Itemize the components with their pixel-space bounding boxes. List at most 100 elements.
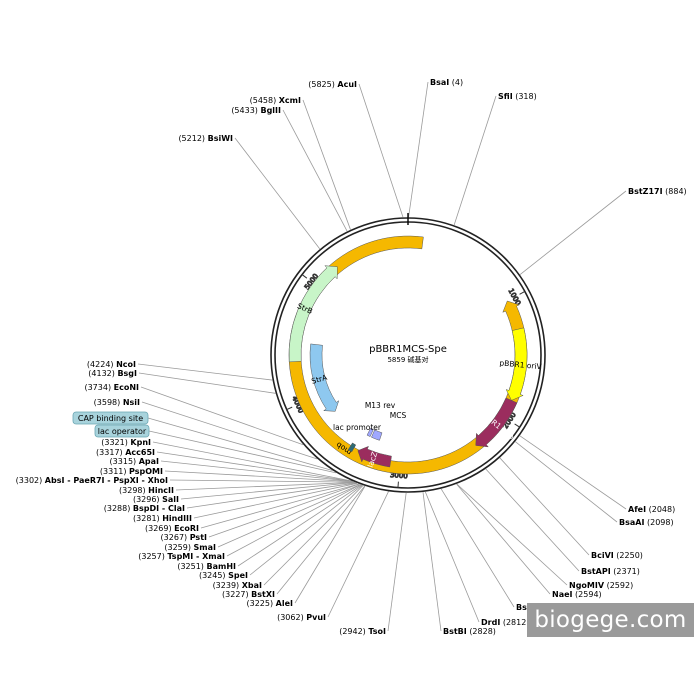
leader-line [234, 137, 321, 250]
site-name: AcuI [337, 80, 357, 89]
leader-line [408, 81, 429, 218]
leader-line [164, 470, 354, 483]
watermark: biogege.com [527, 603, 694, 637]
leader-line [217, 484, 361, 548]
feature-shape [309, 343, 340, 412]
site-label: BstZ17I (884) [628, 187, 687, 196]
site-position: (2594) [575, 590, 602, 599]
site-position: (3311) [100, 467, 127, 476]
feature-shape [475, 397, 518, 448]
site-position: (3225) [247, 599, 274, 608]
site-position: (2592) [607, 581, 634, 590]
site-position: (318) [515, 92, 537, 101]
site-name: ApaI [139, 457, 159, 466]
leader-line [519, 435, 627, 510]
site-name: NgoMIV [569, 581, 605, 590]
feature-stra[interactable]: StrA [309, 343, 340, 412]
site-label: BsaI (4) [430, 78, 463, 87]
site-name: NsiI [123, 398, 140, 407]
site-name: SpeI [228, 571, 248, 580]
site-label: (5825) AcuI [308, 80, 357, 89]
feature-m13-rev[interactable]: M13 rev [365, 401, 396, 437]
leader-line [485, 468, 580, 572]
leader-line [294, 485, 366, 604]
site-label: SfiI (318) [498, 92, 537, 101]
site-name: XcmI [279, 96, 301, 105]
leader-line [208, 483, 360, 538]
leader-line [276, 485, 366, 595]
site-label: (3259) SmaI [164, 543, 216, 552]
feature-strb[interactable]: StrB [288, 265, 338, 363]
site-position: (3281) [133, 514, 160, 523]
site-position: (3598) [94, 398, 121, 407]
site-position: (3317) [96, 448, 123, 457]
site-name: BsaAI [619, 518, 644, 527]
site-name: XbaI [242, 581, 262, 590]
feature-pbbr1-oriv[interactable]: pBBR1 oriV [499, 327, 543, 401]
site-label: (3598) NsiI [94, 398, 140, 407]
leader-line [140, 386, 304, 446]
site-name: BglII [260, 106, 281, 115]
leader-line [169, 479, 355, 483]
site-position: (4132) [88, 369, 115, 378]
plasmid-backbone [270, 213, 546, 493]
site-label: (3239) XbaI [213, 581, 262, 590]
tick-1000 [519, 290, 526, 295]
site-position: (4224) [87, 360, 114, 369]
site-position: (2828) [469, 627, 496, 636]
feature-lac-promoter[interactable]: lac promoter [333, 423, 382, 453]
site-label: (4224) NcoI [87, 360, 136, 369]
site-name: BstBI [443, 627, 467, 636]
site-position: (5458) [250, 96, 277, 105]
site-name: NcoI [116, 360, 136, 369]
site-label: (3251) BamHI [177, 562, 236, 571]
feature-shape [366, 427, 374, 437]
feature-label: StrA [310, 373, 329, 386]
site-name: DrdI [481, 618, 500, 627]
site-position: (3062) [277, 613, 304, 622]
site-position: (2098) [647, 518, 674, 527]
site-position: (3302) [16, 476, 43, 485]
feature-shape [347, 442, 357, 453]
site-position: (4) [452, 78, 463, 87]
site-label: (3288) BspDI - ClaI [104, 504, 185, 513]
leader-line [138, 372, 276, 394]
site-name: BsaI [430, 78, 449, 87]
leader-line [263, 485, 364, 586]
site-name: AbsI - PaeR7I - PspXI - XhoI [45, 476, 168, 485]
site-label: DrdI (2812) [481, 618, 529, 627]
leader-line [422, 492, 442, 632]
feature-shape [505, 327, 528, 401]
site-name: BstXI [251, 590, 275, 599]
site-name: BciVI [591, 551, 614, 560]
site-position: (2812) [503, 618, 530, 627]
site-name: Acc65I [125, 448, 155, 457]
site-position: (3259) [164, 543, 191, 552]
lac-operator-label: lac operator [94, 424, 150, 438]
site-name: BstZ17I [628, 187, 663, 196]
restriction-site-labels: BsaI (4) SfiI (318) BstZ17I (884) AfeI (204… [16, 78, 687, 636]
site-position: (5825) [308, 80, 335, 89]
site-label: BstAPI (2371) [581, 567, 640, 576]
leader-line [156, 451, 353, 482]
site-label: (3227) BstXI [222, 590, 275, 599]
site-label: (3311) PspOMI [100, 467, 163, 476]
site-label: (3298) HincII [119, 486, 174, 495]
site-position: (3267) [161, 533, 188, 542]
site-name: SalI [162, 495, 179, 504]
leader-line [137, 363, 273, 381]
site-name: PstI [190, 533, 207, 542]
site-position: (884) [665, 187, 687, 196]
site-position: (2250) [616, 551, 643, 560]
feature-label: pBBR1 oriV [499, 358, 543, 371]
site-position: (3321) [101, 438, 128, 447]
site-label: BsaAI (2098) [619, 518, 674, 527]
feature-mcs[interactable]: MCS [371, 411, 406, 441]
cap-binding-site-label: CAP binding site [72, 411, 149, 425]
feature-label: lac promoter [333, 423, 382, 432]
site-name: TspMI - XmaI [167, 552, 225, 561]
feature-lacz-[interactable]: lacZα [357, 445, 392, 469]
leader-line [226, 484, 361, 557]
